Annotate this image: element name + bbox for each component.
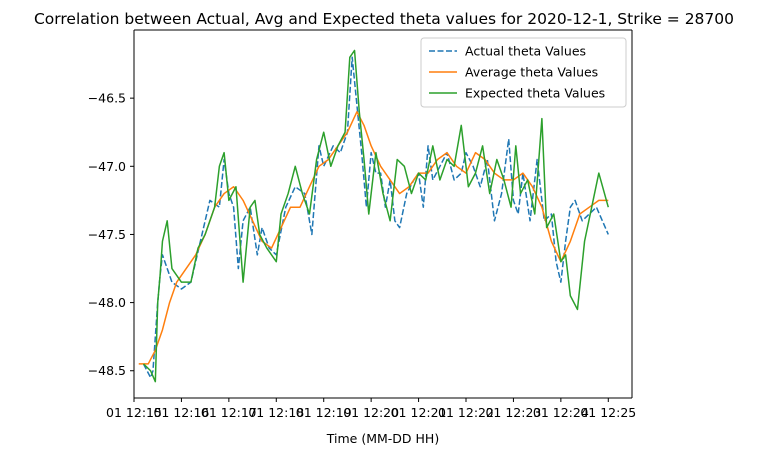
- x-tick-label: 01 12:23: [485, 405, 541, 420]
- y-tick-label: −47.5: [88, 227, 126, 242]
- x-tick-label: 01 12:17: [201, 405, 257, 420]
- y-tick-label: −48.0: [88, 295, 126, 310]
- x-tick-label: 01 12:22: [438, 405, 494, 420]
- series-line-2: [142, 49, 610, 383]
- chart-title: Correlation between Actual, Avg and Expe…: [34, 10, 734, 28]
- x-tick-label: 01 12:24: [533, 405, 589, 420]
- y-tick-label: −46.5: [88, 91, 126, 106]
- x-axis-label: Time (MM-DD HH): [326, 431, 439, 446]
- axis-frame: [133, 29, 633, 399]
- legend-label-expected: Expected theta Values: [465, 86, 605, 101]
- x-tick-label: 01 12:15: [106, 405, 162, 420]
- x-tick-label: 01 12:16: [153, 405, 209, 420]
- legend: Actual theta Values Average theta Values…: [420, 37, 627, 108]
- y-tick-label: −48.5: [88, 363, 126, 378]
- legend-box: [420, 37, 627, 108]
- y-tick-label: −47.0: [88, 159, 126, 174]
- x-tick-label: 01 12:19: [296, 405, 352, 420]
- y-axis-ticks: −46.5 −47.0 −47.5 −48.0 −48.5: [88, 91, 134, 378]
- x-tick-label: 01 12:21: [391, 405, 447, 420]
- x-tick-label: 01 12:20: [343, 405, 399, 420]
- x-tick-label: 01 12:18: [248, 405, 304, 420]
- legend-label-actual: Actual theta Values: [465, 44, 586, 59]
- series-layer: [138, 49, 610, 383]
- series-line-0: [142, 56, 609, 379]
- x-tick-label: 01 12:25: [580, 405, 636, 420]
- legend-label-average: Average theta Values: [465, 65, 598, 80]
